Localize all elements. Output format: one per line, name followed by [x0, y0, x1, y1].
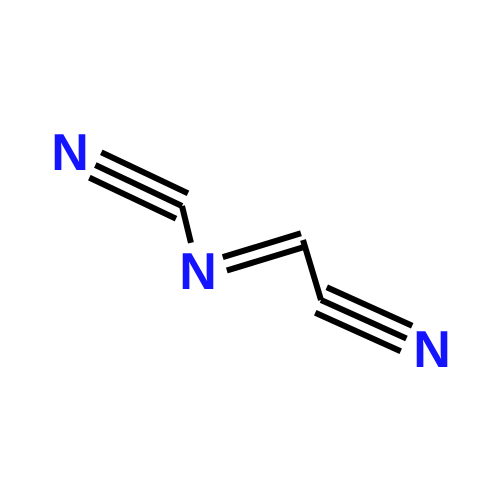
atom-label-n1: N	[51, 124, 89, 182]
bond-line	[182, 206, 191, 243]
chemical-structure-diagram: N N N	[0, 0, 500, 500]
bond-line	[303, 240, 321, 300]
atom-label-n2: N	[179, 243, 217, 301]
atom-label-n3: N	[413, 321, 451, 379]
